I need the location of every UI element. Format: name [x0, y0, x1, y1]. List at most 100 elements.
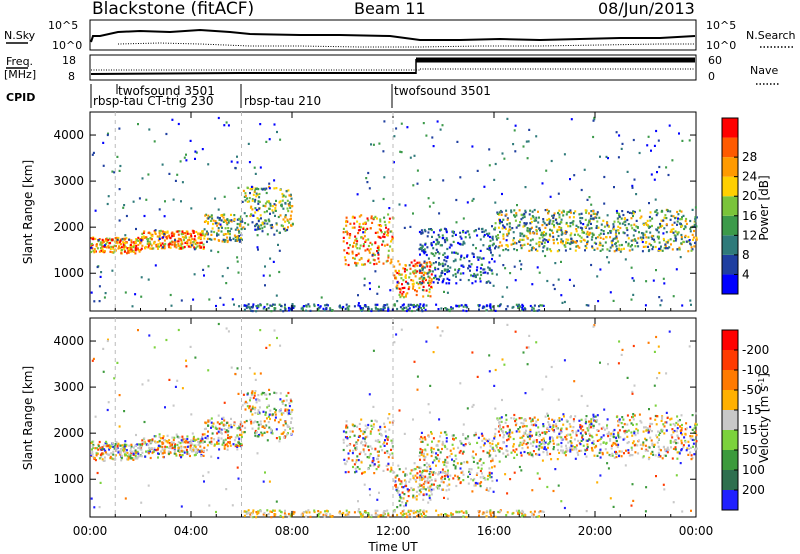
- data-point: [383, 216, 386, 219]
- freq-trace-1: [90, 72, 416, 75]
- data-point: [658, 235, 660, 238]
- data-point: [650, 149, 652, 152]
- data-point: [548, 429, 551, 432]
- data-point: [522, 308, 525, 311]
- data-point: [515, 226, 518, 229]
- data-point: [236, 256, 239, 259]
- data-point: [416, 472, 419, 475]
- data-point: [367, 467, 370, 471]
- data-point: [136, 238, 139, 242]
- data-point: [665, 429, 668, 432]
- data-point: [615, 235, 618, 238]
- data-point: [542, 232, 544, 235]
- data-point: [199, 438, 202, 441]
- data-point: [259, 227, 261, 230]
- data-point: [212, 222, 214, 226]
- data-point: [284, 214, 287, 217]
- data-point: [152, 247, 155, 250]
- data-point: [373, 263, 376, 266]
- data-point: [349, 222, 352, 225]
- data-point: [357, 252, 360, 255]
- data-point: [247, 142, 250, 145]
- data-point: [567, 238, 570, 241]
- data-point: [536, 453, 539, 456]
- data-point: [547, 417, 550, 420]
- data-point: [514, 241, 516, 244]
- data-point: [148, 128, 151, 131]
- data-point: [325, 307, 328, 310]
- data-point: [661, 249, 664, 252]
- data-point: [129, 250, 132, 253]
- data-point: [520, 421, 523, 425]
- data-point: [217, 430, 220, 433]
- data-point: [122, 241, 125, 244]
- data-point: [245, 215, 248, 218]
- data-point: [566, 241, 569, 244]
- data-point: [445, 489, 448, 492]
- data-point: [194, 446, 197, 449]
- data-point: [401, 307, 404, 310]
- data-point: [558, 451, 561, 454]
- data-point: [541, 224, 544, 227]
- data-point: [606, 451, 609, 454]
- data-point: [345, 224, 348, 227]
- data-point: [374, 303, 377, 306]
- data-point: [649, 436, 652, 439]
- data-point: [156, 441, 159, 444]
- data-point: [466, 201, 469, 204]
- data-point: [468, 233, 471, 236]
- data-point: [676, 441, 679, 444]
- data-point: [459, 176, 462, 179]
- data-point: [396, 474, 399, 477]
- data-point: [685, 422, 688, 425]
- data-point: [357, 304, 360, 307]
- data-point: [481, 263, 483, 266]
- data-point: [445, 437, 448, 440]
- data-point: [95, 245, 98, 248]
- data-point: [281, 402, 284, 405]
- data-point: [183, 156, 186, 159]
- data-point: [693, 229, 695, 233]
- data-point: [413, 154, 416, 157]
- data-point: [115, 441, 118, 444]
- data-point: [492, 449, 495, 452]
- data-point: [488, 148, 491, 151]
- data-point: [565, 444, 567, 447]
- data-point: [399, 306, 402, 309]
- data-point: [137, 443, 140, 446]
- data-point: [203, 449, 205, 452]
- data-point: [428, 473, 431, 476]
- data-point: [287, 306, 290, 310]
- data-point: [554, 218, 557, 221]
- data-point: [376, 292, 379, 295]
- data-point: [156, 448, 159, 451]
- data-point: [563, 359, 566, 362]
- data-point: [508, 222, 511, 225]
- data-point: [284, 409, 287, 412]
- data-point: [135, 244, 138, 247]
- data-point: [526, 237, 529, 240]
- data-point: [648, 456, 651, 459]
- data-point: [448, 282, 451, 285]
- data-point: [267, 415, 270, 418]
- data-point: [556, 230, 559, 233]
- data-point: [287, 210, 290, 213]
- data-point: [249, 188, 252, 191]
- data-point: [264, 471, 266, 474]
- data-point: [538, 441, 541, 444]
- data-point: [561, 242, 564, 245]
- data-point: [361, 472, 363, 475]
- data-point: [397, 260, 400, 263]
- data-point: [447, 268, 449, 271]
- data-point: [507, 249, 510, 252]
- data-point: [515, 448, 518, 451]
- data-point: [360, 236, 363, 239]
- data-point: [259, 372, 262, 375]
- data-point: [532, 441, 535, 444]
- data-point: [475, 453, 477, 456]
- data-point: [405, 306, 408, 309]
- data-point: [543, 447, 546, 450]
- data-point: [612, 223, 615, 226]
- data-point: [596, 236, 599, 239]
- data-point: [523, 450, 526, 454]
